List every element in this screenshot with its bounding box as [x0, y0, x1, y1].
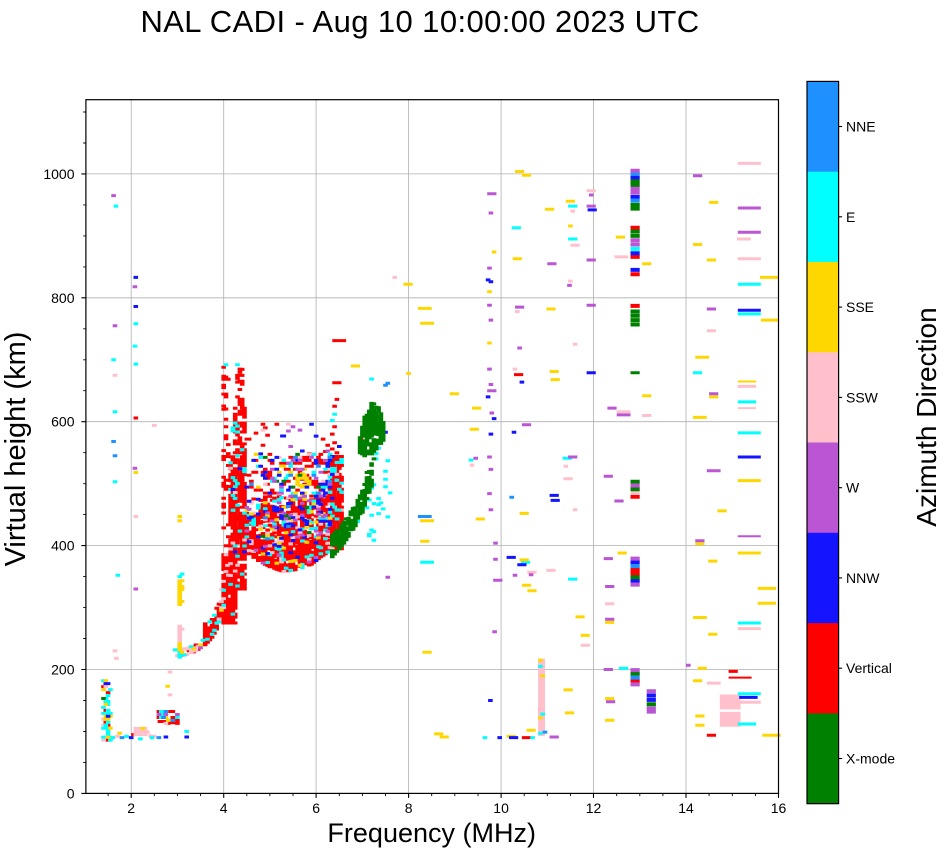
svg-text:SSW: SSW [846, 389, 879, 405]
svg-text:SSE: SSE [846, 299, 874, 315]
svg-text:6: 6 [312, 800, 320, 816]
svg-text:800: 800 [51, 290, 75, 306]
svg-text:Virtual height (km): Virtual height (km) [0, 332, 32, 567]
svg-text:Vertical: Vertical [846, 660, 892, 676]
svg-text:16: 16 [771, 800, 787, 816]
svg-text:600: 600 [51, 414, 75, 430]
svg-text:4: 4 [220, 800, 228, 816]
svg-text:10: 10 [493, 800, 509, 816]
svg-text:8: 8 [405, 800, 413, 816]
svg-text:E: E [846, 209, 855, 225]
svg-text:Azimuth Direction: Azimuth Direction [911, 307, 942, 526]
svg-text:200: 200 [51, 662, 75, 678]
svg-text:Frequency (MHz): Frequency (MHz) [327, 818, 536, 848]
svg-text:NNE: NNE [846, 119, 876, 135]
svg-text:NAL CADI - Aug 10 10:00:00 202: NAL CADI - Aug 10 10:00:00 2023 UTC [140, 4, 699, 39]
svg-text:400: 400 [51, 538, 75, 554]
svg-text:12: 12 [586, 800, 602, 816]
svg-text:14: 14 [678, 800, 694, 816]
svg-text:W: W [846, 480, 860, 496]
svg-text:2: 2 [127, 800, 135, 816]
svg-text:0: 0 [67, 785, 75, 801]
svg-text:NNW: NNW [846, 570, 880, 586]
svg-text:1000: 1000 [43, 166, 74, 182]
svg-text:X-mode: X-mode [846, 751, 895, 767]
